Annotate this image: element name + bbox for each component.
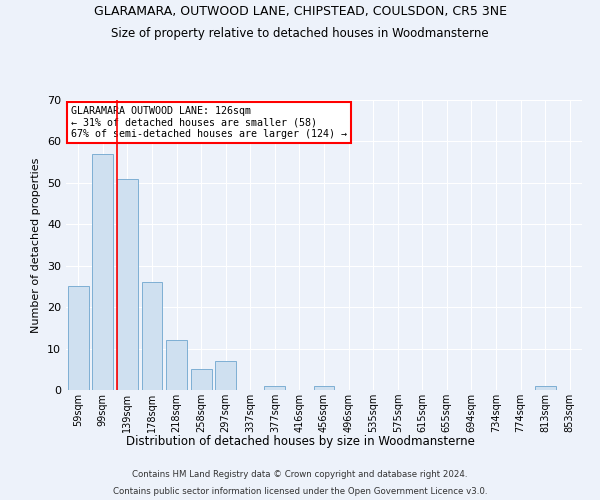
Bar	[265, 386, 286, 390]
Text: Distribution of detached houses by size in Woodmansterne: Distribution of detached houses by size …	[125, 435, 475, 448]
Y-axis label: Number of detached properties: Number of detached properties	[31, 158, 41, 332]
Text: Size of property relative to detached houses in Woodmansterne: Size of property relative to detached ho…	[111, 28, 489, 40]
Bar	[314, 386, 334, 390]
Text: GLARAMARA, OUTWOOD LANE, CHIPSTEAD, COULSDON, CR5 3NE: GLARAMARA, OUTWOOD LANE, CHIPSTEAD, COUL…	[94, 5, 506, 18]
Bar	[92, 154, 113, 390]
Text: GLARAMARA OUTWOOD LANE: 126sqm
← 31% of detached houses are smaller (58)
67% of : GLARAMARA OUTWOOD LANE: 126sqm ← 31% of …	[71, 106, 347, 139]
Bar	[215, 361, 236, 390]
Text: Contains public sector information licensed under the Open Government Licence v3: Contains public sector information licen…	[113, 488, 487, 496]
Bar	[535, 386, 556, 390]
Text: Contains HM Land Registry data © Crown copyright and database right 2024.: Contains HM Land Registry data © Crown c…	[132, 470, 468, 479]
Bar	[166, 340, 187, 390]
Bar	[68, 286, 89, 390]
Bar	[191, 370, 212, 390]
Bar	[142, 282, 163, 390]
Bar	[117, 178, 138, 390]
